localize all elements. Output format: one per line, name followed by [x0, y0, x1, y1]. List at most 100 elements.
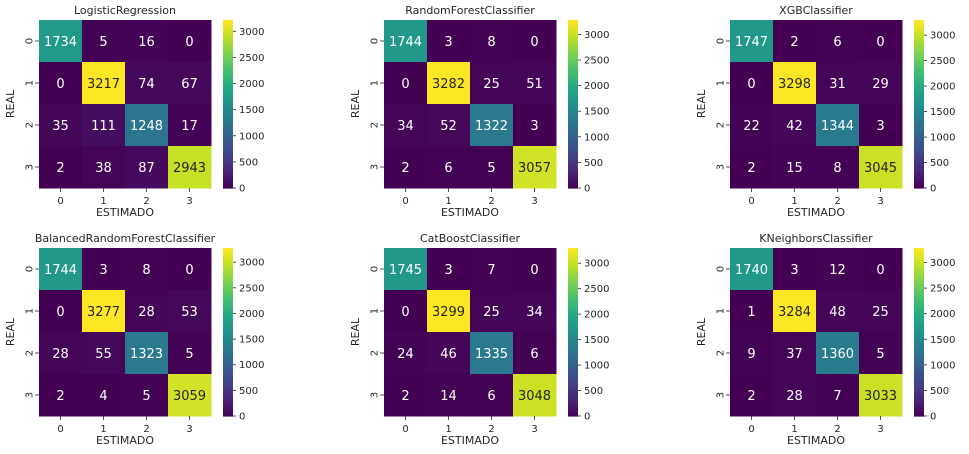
colorbar-segment: [914, 115, 924, 119]
colorbar-tick-label: 1000: [930, 133, 955, 144]
colorbar-segment: [223, 182, 233, 186]
colorbar-tick-label: 1000: [584, 361, 609, 372]
cell-value-label: 1744: [389, 35, 422, 50]
colorbar-segment: [568, 42, 578, 46]
colorbar-segment: [223, 287, 233, 291]
x-tick-label: 2: [143, 196, 149, 207]
colorbar-segment: [914, 320, 924, 325]
colorbar-segment: [223, 390, 233, 395]
heatmap-cell: [82, 146, 126, 189]
colorbar-segment: [568, 160, 578, 164]
colorbar-segment: [568, 360, 578, 364]
cell-value-label: 24: [397, 347, 414, 362]
heatmap-cell: [816, 104, 860, 147]
x-tick-label: 2: [488, 424, 494, 435]
colorbar-segment: [568, 334, 578, 339]
colorbar-segment: [223, 259, 233, 263]
cell-value-label: 2: [56, 161, 64, 176]
colorbar-segment: [568, 264, 578, 269]
heatmap-cell: [730, 104, 774, 147]
colorbar-segment: [223, 148, 233, 153]
cell-value-label: 2: [790, 35, 798, 50]
colorbar-segment: [223, 168, 233, 172]
x-tick-label: 1: [445, 196, 451, 207]
colorbar-segment: [568, 368, 578, 372]
colorbar-segment: [223, 284, 233, 288]
colorbar-segment: [568, 98, 578, 102]
colorbar-segment: [914, 256, 924, 260]
colorbar-segment: [223, 137, 233, 141]
colorbar-segment: [223, 399, 233, 403]
colorbar-tick-label: 3000: [239, 258, 264, 269]
x-tick-label: 1: [791, 424, 797, 435]
colorbar-segment: [914, 334, 924, 339]
colorbar-segment: [568, 332, 578, 336]
y-axis-label: REAL: [695, 89, 708, 118]
y-tick-label: 1: [25, 80, 36, 86]
colorbar-segment: [568, 101, 578, 105]
colorbar-segment: [914, 168, 924, 172]
colorbar-segment: [568, 402, 578, 406]
colorbar-segment: [568, 301, 578, 305]
cell-value-label: 7: [833, 389, 841, 404]
colorbar-segment: [568, 59, 578, 63]
colorbar-segment: [223, 81, 233, 85]
colorbar-tick-label: 1000: [239, 360, 264, 371]
colorbar-segment: [914, 292, 924, 297]
colorbar-segment: [914, 259, 924, 263]
colorbar-segment: [914, 413, 924, 417]
colorbar-segment: [914, 368, 924, 372]
cell-value-label: 3033: [864, 389, 897, 404]
colorbar-segment: [223, 50, 233, 55]
colorbar-segment: [223, 337, 233, 341]
heatmap-cell: [859, 248, 903, 291]
colorbar-segment: [568, 304, 578, 308]
colorbar-segment: [568, 354, 578, 358]
y-tick-label: 3: [370, 392, 381, 398]
colorbar-segment: [914, 120, 924, 125]
heatmap-cell: [82, 104, 126, 147]
cell-value-label: 3299: [432, 305, 465, 320]
cell-value-label: 14: [440, 389, 457, 404]
heatmap-cell: [730, 146, 774, 189]
colorbar-segment: [223, 171, 233, 175]
colorbar-segment: [223, 140, 233, 144]
y-tick-label: 3: [25, 164, 36, 170]
colorbar-tick-label: 1000: [239, 131, 264, 142]
heatmap-cell: [125, 146, 169, 189]
y-tick-label: 1: [370, 308, 381, 314]
colorbar-segment: [568, 22, 578, 27]
cell-value-label: 15: [786, 161, 803, 176]
colorbar-segment: [914, 374, 924, 378]
colorbar-segment: [568, 276, 578, 280]
colorbar-segment: [568, 78, 578, 83]
heatmap-cell: [82, 248, 126, 291]
colorbar-segment: [223, 42, 233, 46]
heatmap-cell: [470, 20, 514, 63]
colorbar-segment: [914, 348, 924, 353]
cell-value-label: 17: [181, 119, 198, 134]
y-tick-label: 1: [716, 308, 727, 314]
colorbar-tick-label: 500: [584, 158, 603, 169]
heatmap-cell: [168, 62, 212, 105]
cell-value-label: 34: [526, 305, 543, 320]
colorbar-segment: [568, 168, 578, 172]
colorbar-tick-label: 0: [239, 412, 245, 423]
cell-value-label: 46: [440, 347, 457, 362]
colorbar-segment: [914, 323, 924, 327]
colorbar-segment: [223, 34, 233, 38]
colorbar-segment: [223, 53, 233, 57]
heatmap-cell: [39, 374, 83, 417]
colorbar-segment: [568, 357, 578, 361]
colorbar-segment: [568, 320, 578, 325]
colorbar-segment: [568, 118, 578, 122]
heatmap-cell: [816, 290, 860, 333]
y-axis-label: REAL: [4, 317, 17, 346]
heatmap-cell: [730, 332, 774, 375]
colorbar-segment: [914, 146, 924, 150]
colorbar-segment: [223, 396, 233, 400]
colorbar-segment: [223, 20, 233, 24]
heatmap-cell: [168, 20, 212, 63]
colorbar-tick-label: 2500: [239, 53, 264, 64]
